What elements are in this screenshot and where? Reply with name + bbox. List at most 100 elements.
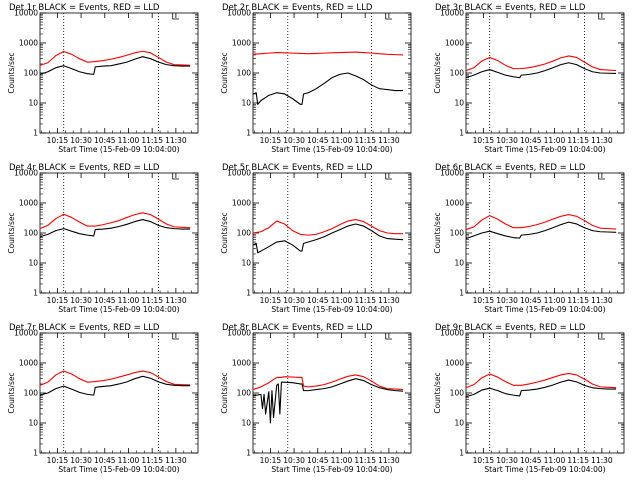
chart-svg-4: Det 4r BLACK = Events, RED = LLD 1 10 100 10… [7, 163, 199, 314]
x-tick-label: 11:30 [165, 456, 187, 465]
y-tick-label: 1 [459, 449, 464, 458]
x-tick-label: 10:30 [496, 296, 518, 305]
y-tick-label: 1 [33, 129, 38, 138]
x-axis-label: Start Time (15-Feb-09 10:04:00) [58, 305, 179, 314]
chart-svg-2: Det 2r BLACK = Events, RED = LLD 1 10 100 10… [220, 3, 412, 154]
chart-svg-7: Det 7r BLACK = Events, RED = LLD 1 10 100 10… [7, 323, 199, 474]
y-tick-label: 10 [241, 419, 251, 428]
chart-title: Det 9r BLACK = Events, RED = LLD [435, 323, 586, 333]
y-axis-label: Counts/sec [7, 212, 16, 253]
chart-svg-1: Det 1r BLACK = Events, RED = LLD 1 10 100 10… [7, 3, 199, 154]
chart-panel-1: Det 1r BLACK = Events, RED = LLD 1 10 100 10… [0, 0, 213, 160]
chart-title: Det 4r BLACK = Events, RED = LLD [9, 163, 160, 173]
lld-series-line [465, 214, 617, 231]
chart-svg-3: Det 3r BLACK = Events, RED = LLD 1 10 100 10… [433, 3, 625, 154]
x-tick-label: 10:30 [70, 136, 92, 145]
chart-svg-9: Det 9r BLACK = Events, RED = LLD 1 10 100 10… [433, 323, 625, 474]
x-tick-label: 11:30 [591, 136, 613, 145]
corner-marker [598, 173, 606, 180]
x-tick-label: 11:00 [331, 456, 353, 465]
chart-title: Det 5r BLACK = Events, RED = LLD [222, 163, 373, 173]
y-tick-label: 100 [450, 69, 465, 78]
x-axis-label: Start Time (15-Feb-09 10:04:00) [484, 305, 605, 314]
chart-title: Det 7r BLACK = Events, RED = LLD [9, 323, 160, 333]
events-series-line [39, 375, 191, 396]
y-tick-label: 1000 [445, 39, 464, 48]
y-tick-label: 10 [241, 99, 251, 108]
x-tick-label: 11:30 [591, 456, 613, 465]
y-tick-label: 1 [459, 129, 464, 138]
y-axis-label: Counts/sec [220, 372, 229, 413]
x-tick-label: 10:15 [473, 296, 495, 305]
y-tick-label: 10 [241, 259, 251, 268]
y-tick-label: 10 [454, 419, 464, 428]
corner-marker [598, 13, 606, 20]
x-tick-label: 11:30 [378, 136, 400, 145]
x-tick-label: 10:15 [473, 456, 495, 465]
events-series-line [39, 219, 191, 238]
x-tick-label: 10:15 [47, 456, 69, 465]
x-tick-label: 11:30 [165, 296, 187, 305]
x-tick-label: 10:45 [520, 456, 542, 465]
x-tick-label: 10:45 [520, 296, 542, 305]
x-tick-label: 11:00 [331, 296, 353, 305]
y-tick-label: 10000 [14, 169, 38, 178]
x-axis-label: Start Time (15-Feb-09 10:04:00) [271, 305, 392, 314]
x-tick-label: 10:45 [307, 456, 329, 465]
x-tick-label: 10:30 [283, 136, 305, 145]
y-tick-label: 1000 [19, 199, 38, 208]
x-tick-label: 11:00 [331, 136, 353, 145]
x-axis-label: Start Time (15-Feb-09 10:04:00) [271, 465, 392, 474]
y-tick-label: 10 [454, 259, 464, 268]
y-tick-label: 1000 [232, 199, 251, 208]
x-tick-label: 11:00 [544, 456, 566, 465]
events-series-line [465, 221, 617, 240]
y-axis-label: Counts/sec [433, 372, 442, 413]
x-tick-label: 10:30 [283, 296, 305, 305]
x-tick-label: 10:15 [260, 456, 282, 465]
x-tick-label: 10:30 [70, 296, 92, 305]
y-axis-label: Counts/sec [220, 212, 229, 253]
y-tick-label: 100 [237, 69, 252, 78]
y-tick-label: 10000 [440, 9, 464, 18]
chart-title: Det 6r BLACK = Events, RED = LLD [435, 163, 586, 173]
x-tick-label: 10:30 [70, 456, 92, 465]
y-tick-label: 1000 [19, 39, 38, 48]
x-tick-label: 11:15 [354, 296, 376, 305]
events-series-line [39, 56, 191, 75]
corner-marker [598, 333, 606, 340]
x-tick-label: 10:15 [473, 136, 495, 145]
events-series-line [252, 223, 404, 254]
x-tick-label: 10:15 [47, 296, 69, 305]
lld-series-line [252, 51, 404, 56]
y-tick-label: 1000 [232, 39, 251, 48]
chart-panel-3: Det 3r BLACK = Events, RED = LLD 1 10 100 10… [426, 0, 639, 160]
y-tick-label: 1000 [445, 199, 464, 208]
x-tick-label: 11:00 [544, 296, 566, 305]
y-tick-label: 1 [33, 449, 38, 458]
x-tick-label: 10:45 [94, 296, 116, 305]
y-tick-label: 100 [237, 389, 252, 398]
x-tick-label: 11:15 [354, 456, 376, 465]
x-axis-label: Start Time (15-Feb-09 10:04:00) [58, 465, 179, 474]
plot-frame [252, 12, 412, 134]
events-series-line [465, 62, 617, 79]
y-tick-label: 10 [28, 419, 38, 428]
chart-title: Det 3r BLACK = Events, RED = LLD [435, 3, 586, 13]
x-tick-label: 11:30 [591, 296, 613, 305]
y-tick-label: 100 [24, 229, 39, 238]
corner-marker [172, 173, 180, 180]
x-axis-label: Start Time (15-Feb-09 10:04:00) [58, 145, 179, 154]
x-tick-label: 10:45 [307, 136, 329, 145]
y-tick-label: 100 [24, 389, 39, 398]
x-tick-label: 10:45 [94, 456, 116, 465]
x-tick-label: 11:00 [118, 136, 140, 145]
chart-panel-5: Det 5r BLACK = Events, RED = LLD 1 10 100 10… [213, 160, 426, 320]
chart-panel-6: Det 6r BLACK = Events, RED = LLD 1 10 100 10… [426, 160, 639, 320]
lld-series-line [465, 372, 617, 389]
x-tick-label: 10:45 [94, 136, 116, 145]
lld-series-line [39, 370, 191, 386]
chart-title: Det 1r BLACK = Events, RED = LLD [9, 3, 160, 13]
x-tick-label: 11:15 [567, 136, 589, 145]
x-tick-label: 10:30 [283, 456, 305, 465]
